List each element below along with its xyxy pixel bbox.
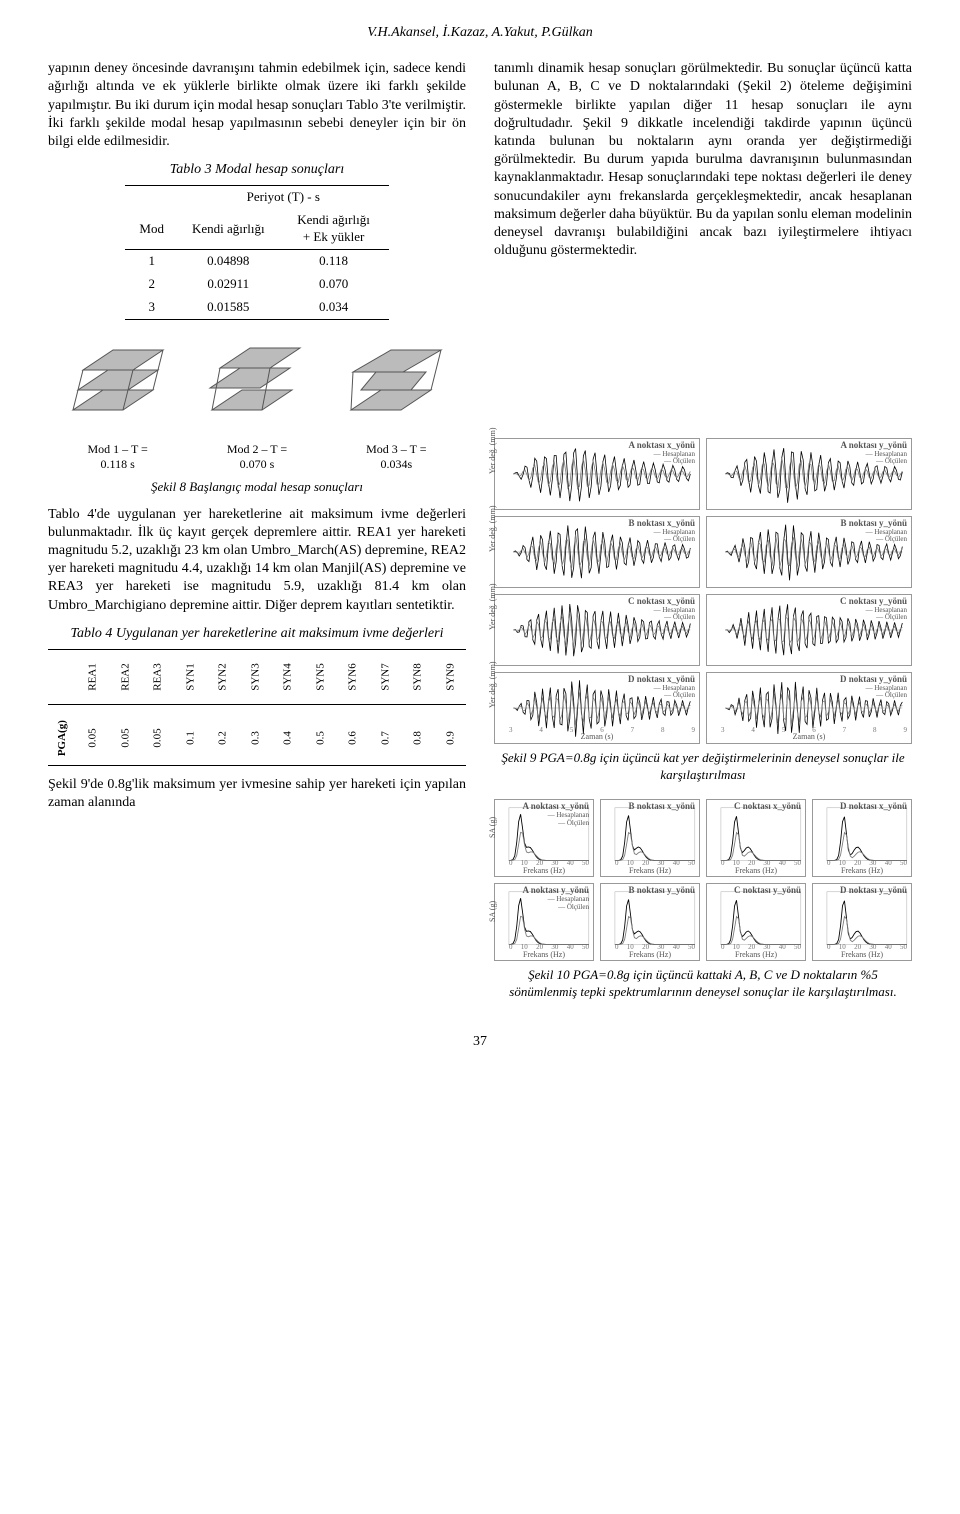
- table3-col-0: Mod: [125, 209, 178, 249]
- right-para: tanımlı dinamik hesap sonuçları görülmek…: [494, 60, 912, 260]
- panel-xticks: 01020304050: [509, 943, 589, 952]
- panel-ylabel: SA (g): [488, 817, 498, 838]
- table3-caption: Tablo 3 Modal hesap sonuçları: [48, 161, 466, 179]
- table3-r2c1: 0.01585: [178, 296, 279, 319]
- panel-title: B noktası y_yönü: [628, 885, 695, 897]
- panel-xticks: 01020304050: [615, 859, 695, 868]
- mode3-top: Mod 3 – T =: [366, 442, 426, 456]
- table4-caption: Tablo 4 Uygulanan yer hareketlerine ait …: [48, 625, 466, 643]
- fig10-panel: D noktası y_yönüFrekans (Hz)01020304050: [812, 883, 912, 961]
- right-col-lower: A noktası x_yönü— Hesaplanan— ÖlçülenYer…: [494, 438, 912, 1012]
- mode-labels: Mod 1 – T =0.118 s Mod 2 – T =0.070 s Mo…: [48, 442, 466, 473]
- table3-r2c0: 3: [125, 296, 178, 319]
- fig10-panel: C noktası x_yönüFrekans (Hz)01020304050: [706, 799, 806, 877]
- panel-legend: — Hesaplanan— Ölçülen: [866, 685, 907, 700]
- fig10-panel: D noktası x_yönüFrekans (Hz)01020304050: [812, 799, 912, 877]
- fig10-panel: C noktası y_yönüFrekans (Hz)01020304050: [706, 883, 806, 961]
- left-para-3: Şekil 9'de 0.8g'lik maksimum yer ivmesin…: [48, 776, 466, 812]
- panel-ylabel: Yer değ. (mm): [488, 583, 498, 630]
- fig10-row2: A noktası y_yönüSA (g)— Hesaplanan— Ölçü…: [494, 883, 912, 961]
- panel-legend: — Hesaplanan— Ölçülen: [866, 451, 907, 466]
- panel-ylabel: Yer değ. (mm): [488, 661, 498, 708]
- panel-xticks: 3456789: [509, 726, 695, 735]
- table3: Periyot (T) - s Mod Kendi ağırlığı Kendi…: [125, 185, 388, 319]
- table3-col-1: Kendi ağırlığı: [178, 209, 279, 249]
- mode1-top: Mod 1 – T =: [87, 442, 147, 456]
- panel-xticks: 01020304050: [827, 859, 907, 868]
- panel-ylabel: SA (g): [488, 901, 498, 922]
- upper-columns: yapının deney öncesinde davranışını tahm…: [48, 60, 912, 419]
- mode2-icon: [202, 330, 312, 420]
- panel-xticks: 01020304050: [615, 943, 695, 952]
- right-col-upper: tanımlı dinamik hesap sonuçları görülmek…: [494, 60, 912, 419]
- mode1-icon: [63, 330, 173, 420]
- panel-ylabel: Yer değ. (mm): [488, 505, 498, 552]
- mode3-icon: [341, 330, 451, 420]
- mode2-top: Mod 2 – T =: [227, 442, 287, 456]
- table3-group-header: Periyot (T) - s: [178, 186, 389, 209]
- table4-lead: PGA(g): [55, 724, 69, 752]
- left-para-1: yapının deney öncesinde davranışını tahm…: [48, 60, 466, 151]
- fig10-panel: B noktası x_yönüFrekans (Hz)01020304050: [600, 799, 700, 877]
- fig10-panel: A noktası x_yönüSA (g)— Hesaplanan— Ölçü…: [494, 799, 594, 877]
- table3-r1c0: 2: [125, 273, 178, 296]
- panel-legend: — Hesaplanan— Ölçülen: [548, 812, 589, 827]
- left-para-2: Tablo 4'de uygulanan yer hareketlerine a…: [48, 506, 466, 615]
- mode-shape-figures: [48, 330, 466, 420]
- panel-legend: — Hesaplanan— Ölçülen: [654, 685, 695, 700]
- table3-r0c1: 0.04898: [178, 249, 279, 272]
- panel-xticks: 01020304050: [721, 943, 801, 952]
- panel-legend: — Hesaplanan— Ölçülen: [548, 896, 589, 911]
- panel-xticks: 3456789: [721, 726, 907, 735]
- panel-title: C noktası y_yönü: [734, 885, 801, 897]
- mode2-bot: 0.070 s: [240, 457, 275, 471]
- fig9-panel: C noktası y_yönü— Hesaplanan— Ölçülen: [706, 594, 912, 666]
- left-col-lower: Mod 1 – T =0.118 s Mod 2 – T =0.070 s Mo…: [48, 438, 466, 1012]
- fig8-caption: Şekil 8 Başlangıç modal hesap sonuçları: [48, 479, 466, 496]
- table4-header: SYN9: [429, 661, 471, 694]
- fig9-caption: Şekil 9 PGA=0.8g için üçüncü kat yer değ…: [494, 750, 912, 784]
- panel-ylabel: Yer değ. (mm): [488, 427, 498, 474]
- fig9-panel: A noktası y_yönü— Hesaplanan— Ölçülen: [706, 438, 912, 510]
- panel-legend: — Hesaplanan— Ölçülen: [654, 529, 695, 544]
- table3-col-2: Kendi ağırlığı + Ek yükler: [279, 209, 389, 249]
- panel-xticks: 01020304050: [721, 859, 801, 868]
- panel-xticks: 01020304050: [509, 859, 589, 868]
- panel-title: D noktası x_yönü: [840, 801, 907, 813]
- table3-r0c2: 0.118: [279, 249, 389, 272]
- panel-xticks: 01020304050: [827, 943, 907, 952]
- lower-columns: Mod 1 – T =0.118 s Mod 2 – T =0.070 s Mo…: [48, 438, 912, 1012]
- fig9-panel: C noktası x_yönü— Hesaplanan— ÖlçülenYer…: [494, 594, 700, 666]
- fig9-panel: D noktası y_yönü— Hesaplanan— ÖlçülenZam…: [706, 672, 912, 744]
- panel-title: C noktası x_yönü: [734, 801, 801, 813]
- page-number: 37: [48, 1033, 912, 1051]
- table3-r0c0: 1: [125, 249, 178, 272]
- table3-r1c2: 0.070: [279, 273, 389, 296]
- fig9-panel: B noktası x_yönü— Hesaplanan— ÖlçülenYer…: [494, 516, 700, 588]
- table4: REA1REA2REA3SYN1SYN2SYN3SYN4SYN5SYN6SYN7…: [48, 649, 466, 705]
- panel-legend: — Hesaplanan— Ölçülen: [866, 529, 907, 544]
- panel-legend: — Hesaplanan— Ölçülen: [866, 607, 907, 622]
- fig10-row1: A noktası x_yönüSA (g)— Hesaplanan— Ölçü…: [494, 799, 912, 877]
- fig9-panel: A noktası x_yönü— Hesaplanan— ÖlçülenYer…: [494, 438, 700, 510]
- panel-legend: — Hesaplanan— Ölçülen: [654, 451, 695, 466]
- panel-title: D noktası y_yönü: [840, 885, 907, 897]
- table4-values: PGA(g) 0.050.050.050.10.20.30.40.50.60.7…: [48, 711, 466, 766]
- mode3-bot: 0.034s: [380, 457, 412, 471]
- fig9-grid: A noktası x_yönü— Hesaplanan— ÖlçülenYer…: [494, 438, 912, 744]
- left-col-upper: yapının deney öncesinde davranışını tahm…: [48, 60, 466, 419]
- fig10-caption: Şekil 10 PGA=0.8g için üçüncü kattaki A,…: [494, 967, 912, 1001]
- authors-header: V.H.Akansel, İ.Kazaz, A.Yakut, P.Gülkan: [48, 24, 912, 42]
- panel-legend: — Hesaplanan— Ölçülen: [654, 607, 695, 622]
- table3-r1c1: 0.02911: [178, 273, 279, 296]
- fig9-panel: D noktası x_yönü— Hesaplanan— ÖlçülenYer…: [494, 672, 700, 744]
- fig10-panel: A noktası y_yönüSA (g)— Hesaplanan— Ölçü…: [494, 883, 594, 961]
- fig10-panel: B noktası y_yönüFrekans (Hz)01020304050: [600, 883, 700, 961]
- mode1-bot: 0.118 s: [101, 457, 135, 471]
- table4-value: 0.9: [431, 722, 469, 755]
- table3-r2c2: 0.034: [279, 296, 389, 319]
- panel-title: B noktası x_yönü: [628, 801, 695, 813]
- fig9-panel: B noktası y_yönü— Hesaplanan— Ölçülen: [706, 516, 912, 588]
